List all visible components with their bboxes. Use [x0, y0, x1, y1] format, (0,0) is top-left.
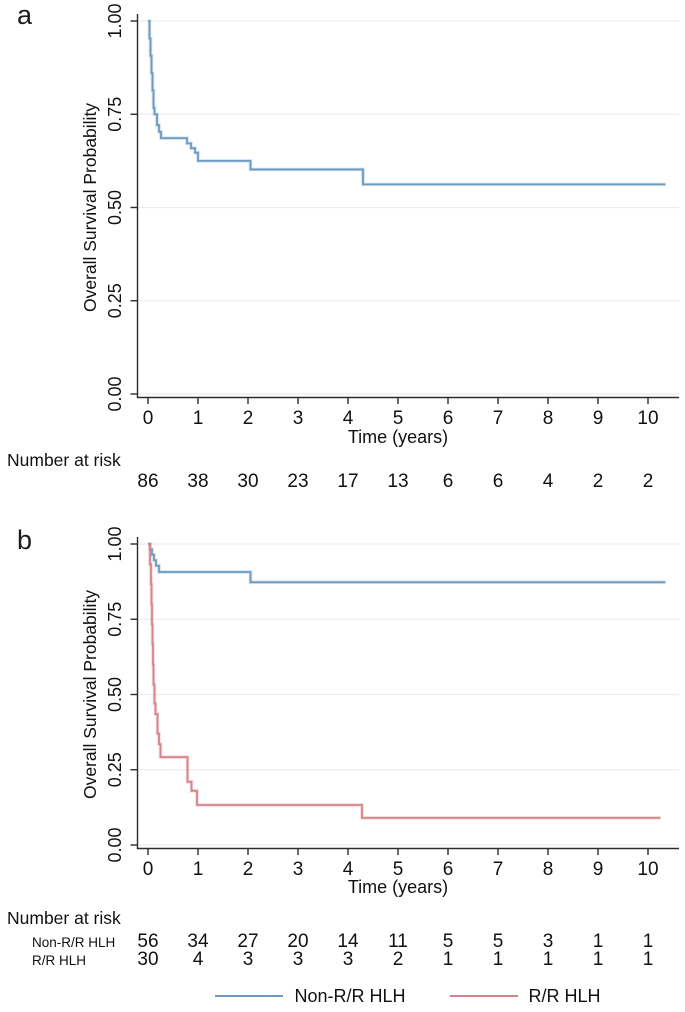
risk-value: 5 [493, 931, 504, 952]
survival-curve-halo [148, 542, 661, 820]
risk-value: 38 [187, 471, 208, 492]
risk-value: 1 [593, 949, 604, 970]
y-axis-title: Overall Survival Probability [80, 103, 100, 312]
y-tick-label: 1.00 [105, 526, 125, 561]
risk-value: 13 [387, 471, 408, 492]
risk-value: 27 [237, 931, 258, 952]
x-tick-label: 1 [193, 859, 204, 880]
risk-value: 86 [137, 471, 158, 492]
x-axis-title: Time (years) [348, 877, 448, 897]
legend-label-rr-hlh: R/R HLH [528, 985, 601, 1006]
x-tick-label: 8 [543, 408, 554, 429]
x-tick-label: 5 [393, 859, 404, 880]
risk-value: 17 [337, 471, 358, 492]
risk-value: 3 [343, 949, 354, 970]
risk-row-label: R/R HLH [32, 953, 86, 968]
number-at-risk-title: Number at risk [7, 908, 121, 928]
x-axis-title: Time (years) [348, 427, 448, 447]
risk-value: 1 [543, 949, 554, 970]
legend-line-rr-hlh [449, 995, 518, 997]
y-tick-label: 0.25 [105, 752, 125, 787]
risk-value: 1 [493, 949, 504, 970]
risk-value: 30 [237, 471, 258, 492]
risk-value: 5 [443, 931, 454, 952]
x-tick-label: 0 [143, 408, 154, 429]
y-tick-label: 0.50 [105, 677, 125, 712]
risk-value: 3 [293, 949, 304, 970]
risk-value: 11 [388, 931, 408, 952]
x-tick-label: 8 [543, 859, 554, 880]
y-tick-label: 0.75 [105, 97, 125, 132]
legend-label-non-rr-hlh: Non-R/R HLH [294, 985, 406, 1006]
x-tick-label: 7 [493, 408, 504, 429]
risk-value: 2 [393, 949, 404, 970]
x-tick-label: 7 [493, 859, 504, 880]
x-tick-label: 9 [593, 408, 604, 429]
x-tick-label: 6 [443, 408, 454, 429]
risk-value: 3 [543, 931, 554, 952]
x-tick-label: 4 [343, 408, 354, 429]
panel-a-label: a [17, 0, 33, 30]
y-tick-label: 1.00 [105, 3, 125, 38]
risk-value: 4 [193, 949, 204, 970]
survival-curve-halo [148, 542, 666, 585]
risk-value: 3 [243, 949, 254, 970]
legend: Non-R/R HLH R/R HLH [137, 980, 679, 1012]
x-tick-label: 10 [637, 859, 658, 880]
y-tick-label: 0.00 [105, 827, 125, 862]
x-tick-label: 6 [443, 859, 454, 880]
x-tick-label: 3 [293, 859, 304, 880]
x-tick-label: 4 [343, 859, 354, 880]
legend-line-non-rr-hlh [215, 995, 284, 997]
x-tick-label: 1 [193, 408, 204, 429]
x-tick-label: 3 [293, 408, 304, 429]
x-tick-label: 0 [143, 859, 154, 880]
risk-value: 6 [493, 471, 504, 492]
panel-b-label: b [17, 525, 33, 555]
risk-value: 2 [643, 471, 654, 492]
risk-value: 1 [643, 931, 654, 952]
risk-value: 1 [593, 931, 604, 952]
survival-curve-halo [147, 19, 666, 187]
survival-curve [148, 543, 666, 584]
risk-value: 14 [337, 931, 359, 952]
risk-value: 56 [137, 931, 158, 952]
legend-item-rr-hlh: R/R HLH [449, 985, 601, 1007]
risk-value: 2 [593, 471, 604, 492]
number-at-risk-title: Number at risk [7, 450, 121, 470]
risk-row-label: Non-R/R HLH [32, 935, 115, 950]
y-tick-label: 0.25 [105, 283, 125, 318]
survival-curve [148, 543, 661, 819]
legend-item-non-rr-hlh: Non-R/R HLH [215, 985, 406, 1007]
x-tick-label: 10 [637, 408, 658, 429]
y-axis-title: Overall Survival Probability [80, 590, 100, 799]
y-tick-label: 0.00 [105, 376, 125, 411]
risk-value: 20 [287, 931, 308, 952]
x-tick-label: 2 [243, 859, 254, 880]
risk-value: 23 [287, 471, 308, 492]
x-tick-label: 2 [243, 408, 254, 429]
risk-value: 4 [543, 471, 554, 492]
x-tick-label: 5 [393, 408, 404, 429]
y-tick-label: 0.50 [105, 190, 125, 225]
risk-value: 30 [137, 949, 158, 970]
risk-value: 1 [643, 949, 654, 970]
survival-curve [148, 20, 666, 186]
risk-value: 34 [187, 931, 209, 952]
y-tick-label: 0.75 [105, 602, 125, 637]
risk-value: 1 [443, 949, 454, 970]
risk-value: 6 [443, 471, 454, 492]
x-tick-label: 9 [593, 859, 604, 880]
